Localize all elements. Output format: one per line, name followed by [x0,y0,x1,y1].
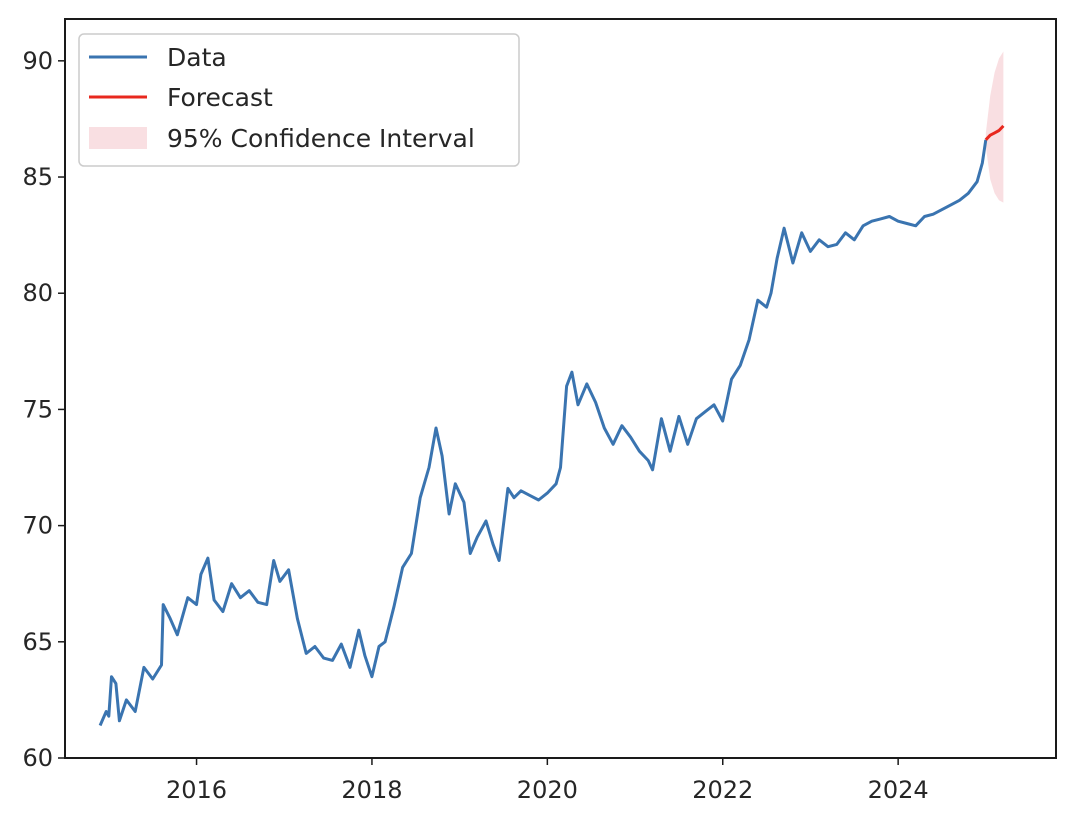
y-tick-label: 70 [22,512,53,540]
y-tick-label: 90 [22,47,53,75]
x-tick-label: 2024 [868,776,929,804]
legend-label-data: Data [167,43,227,72]
legend-label-forecast: Forecast [167,83,273,112]
series-layer [98,124,1005,727]
y-tick-label: 60 [22,744,53,772]
confidence-interval-band [985,51,1004,203]
x-tick-label: 2018 [341,776,402,804]
y-tick-label: 65 [22,628,53,656]
y-tick-label: 80 [22,279,53,307]
confidence-interval-layer [985,51,1004,203]
legend-swatch-confidence-interval [89,127,147,149]
legend-box [78,33,520,167]
legend-label-confidence-interval: 95% Confidence Interval [167,124,475,153]
y-tick-label: 75 [22,395,53,423]
series-line-data [98,139,988,727]
x-tick-label: 2022 [692,776,753,804]
series-line-forecast [984,124,1005,141]
x-tick-label: 2016 [166,776,227,804]
legend: Data Forecast 95% Confidence Interval [78,33,520,167]
y-tick-label: 85 [22,163,53,191]
axes-layer: 2016 2018 2020 2022 2024 60 65 70 75 80 85 90 [22,47,928,804]
plot-frame [64,18,1057,759]
x-tick-label: 2020 [517,776,578,804]
